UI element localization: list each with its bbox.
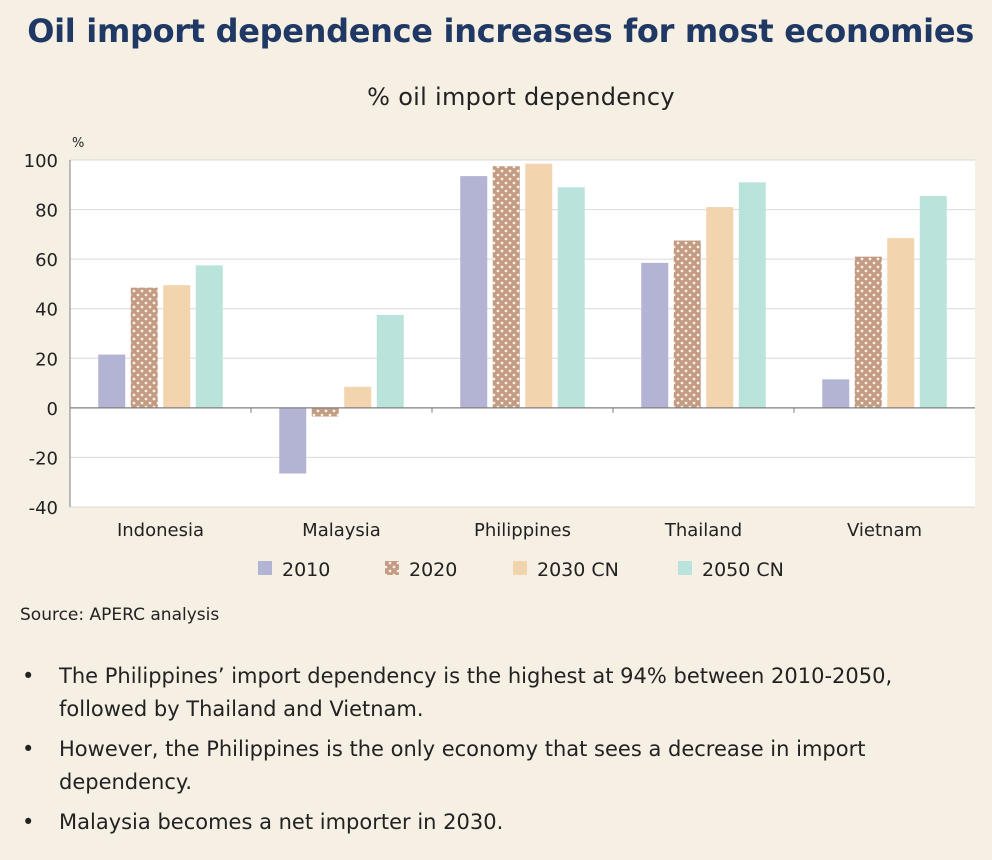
x-tick-label: Indonesia <box>117 520 204 541</box>
bullet-list: • The Philippines’ import dependency is t… <box>22 660 977 846</box>
y-tick-label: 60 <box>35 250 58 271</box>
legend-label: 2010 <box>282 559 330 581</box>
x-tick-label: Vietnam <box>847 520 922 541</box>
bar <box>376 314 404 408</box>
bar <box>919 195 947 408</box>
legend-label: 2050 CN <box>702 559 784 581</box>
x-tick-label: Philippines <box>474 520 571 541</box>
bullet-text: However, the Philippines is the only eco… <box>59 737 866 794</box>
bullet-item: • Malaysia becomes a net importer in 2030… <box>22 806 977 839</box>
bar <box>279 407 307 474</box>
bullet-text: The Philippines’ import dependency is th… <box>59 664 893 721</box>
page-title: Oil import dependence increases for most… <box>27 12 974 50</box>
x-tick-label: Malaysia <box>302 520 381 541</box>
bar <box>887 238 915 408</box>
bar <box>130 287 158 408</box>
bar <box>706 207 734 408</box>
legend-swatch <box>385 561 399 575</box>
bar <box>673 240 701 408</box>
y-tick-label: 80 <box>35 201 58 222</box>
bullet-icon: • <box>22 737 35 761</box>
bullet-icon: • <box>22 664 35 688</box>
x-tick-label: Thailand <box>664 520 742 541</box>
legend-label: 2030 CN <box>537 559 619 581</box>
y-tick-label: -40 <box>29 498 58 519</box>
bar <box>641 262 669 408</box>
source-note: Source: APERC analysis <box>20 605 220 625</box>
legend-label: 2020 <box>409 559 457 581</box>
bullet-icon: • <box>22 810 35 834</box>
legend-swatch <box>513 561 527 575</box>
y-tick-label: -20 <box>29 448 58 469</box>
bar <box>98 354 126 408</box>
legend-swatch <box>678 561 692 575</box>
y-tick-label: 20 <box>35 349 58 370</box>
bar <box>557 187 585 408</box>
bar <box>163 285 191 408</box>
bullet-item: • The Philippines’ import dependency is t… <box>22 660 977 726</box>
chart-subtitle: % oil import dependency <box>367 83 675 111</box>
bar <box>525 163 553 408</box>
bar <box>311 407 339 417</box>
bar <box>344 386 372 408</box>
bar <box>460 176 488 408</box>
bar-chart: 100 80 60 40 20 0 -20 -40% Indonesia Malaysia Phil… <box>24 136 975 581</box>
bar <box>195 265 223 408</box>
bullet-text: Malaysia becomes a net importer in 2030. <box>59 810 504 834</box>
bar <box>822 379 850 408</box>
legend-swatch <box>258 561 272 575</box>
y-tick-label: 100 <box>24 151 58 172</box>
y-axis-label: % <box>72 136 84 151</box>
bar <box>492 166 520 408</box>
bar <box>854 256 882 408</box>
y-tick-label: 40 <box>35 300 58 321</box>
y-tick-label: 0 <box>47 399 58 420</box>
bullet-item: • However, the Philippines is the only ec… <box>22 733 977 799</box>
bar <box>738 182 766 408</box>
